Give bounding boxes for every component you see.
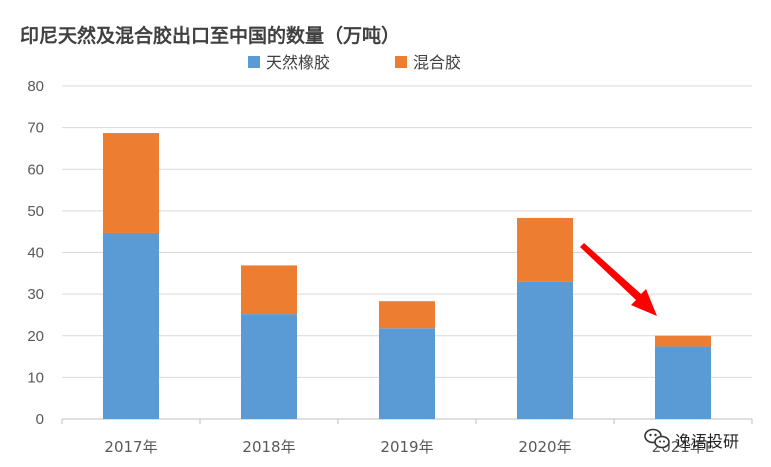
wechat-icon: [644, 428, 670, 449]
bar-natural-rubber: [379, 328, 435, 419]
bar-mixed-rubber: [241, 265, 297, 315]
x-tick-label: 2019年: [380, 438, 433, 456]
bar-mixed-rubber: [517, 217, 573, 282]
bar-natural-rubber: [103, 232, 159, 419]
gridlines: [62, 85, 752, 420]
legend-swatch-mixed-rubber: [395, 56, 407, 68]
bars: [103, 133, 711, 419]
y-tick-label: 30: [27, 286, 44, 303]
x-axis: 2017年 2018年 2019年 2020年 2021年E: [61, 419, 753, 456]
legend-swatch-natural-rubber: [248, 56, 260, 68]
y-axis: 0 10 20 30 40 50 60 70 80: [27, 78, 44, 428]
red-arrow-icon: [580, 243, 657, 316]
bar-mixed-rubber: [379, 301, 435, 329]
legend-label-mixed-rubber: 混合胶: [413, 53, 461, 72]
x-tick-label: 2018年: [242, 438, 295, 456]
y-tick-label: 60: [27, 161, 44, 178]
y-tick-label: 0: [36, 411, 44, 428]
bar-natural-rubber: [241, 314, 297, 419]
y-tick-label: 40: [27, 245, 44, 262]
x-tick-label: 2017年: [104, 438, 157, 456]
chart-title: 印尼天然及混合胶出口至中国的数量（万吨）: [20, 24, 400, 47]
y-tick-label: 80: [27, 78, 44, 95]
x-tick-label: 2020年: [518, 438, 571, 456]
y-tick-label: 70: [27, 120, 44, 137]
watermark: 逸语投研: [644, 428, 739, 451]
annotation-arrow: [580, 243, 657, 316]
bar-mixed-rubber: [655, 335, 711, 347]
legend-label-natural-rubber: 天然橡胶: [266, 53, 330, 72]
y-tick-label: 50: [27, 203, 44, 220]
y-tick-label: 10: [27, 369, 44, 386]
bar-mixed-rubber: [103, 133, 159, 233]
legend: 天然橡胶 混合胶: [248, 53, 461, 72]
watermark-text: 逸语投研: [675, 432, 739, 451]
y-tick-label: 20: [27, 328, 44, 345]
bar-natural-rubber: [655, 346, 711, 419]
bar-natural-rubber: [517, 281, 573, 419]
